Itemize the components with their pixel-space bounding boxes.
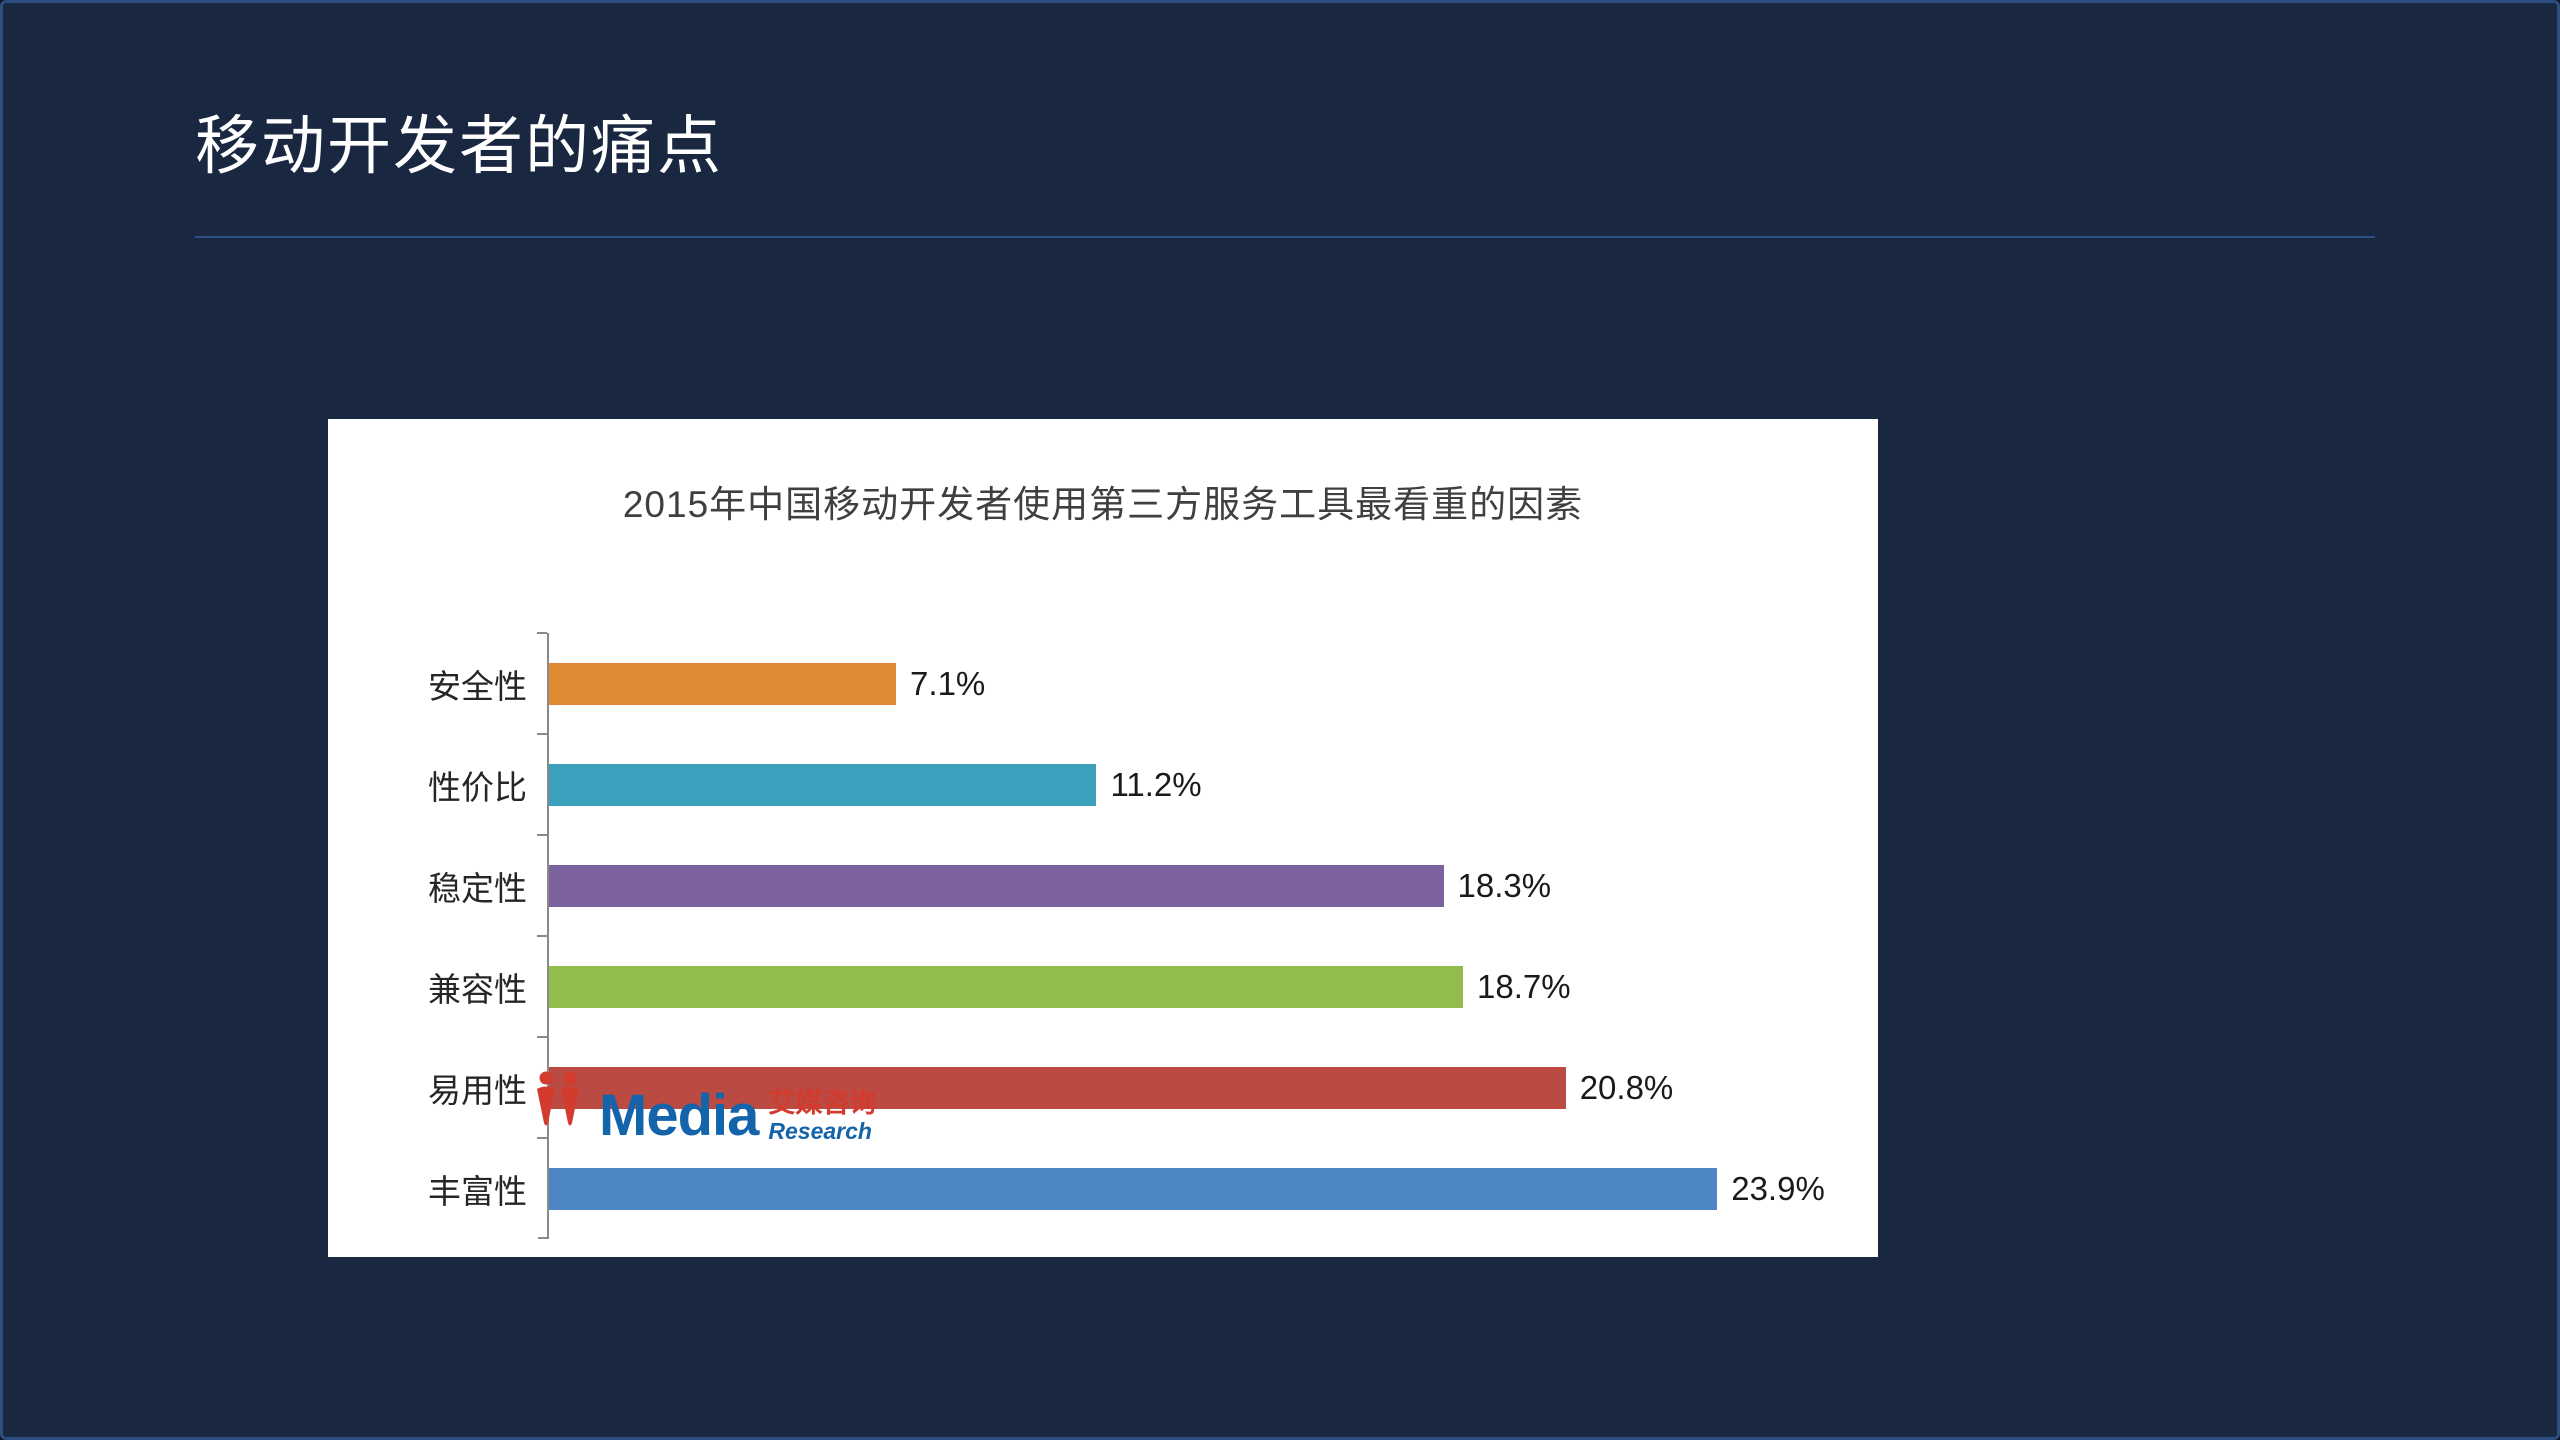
- bar-track: 18.7%: [537, 935, 1838, 1037]
- logo-media-text: Media: [599, 1083, 759, 1148]
- bar: [549, 1066, 1566, 1109]
- value-label: 20.8%: [1579, 1068, 1674, 1106]
- bar-row: 丰富性 23.9%: [328, 1137, 1838, 1239]
- bar-row: 兼容性 18.7%: [328, 935, 1838, 1037]
- imedia-logo-mark-icon: [537, 1071, 579, 1126]
- bar: [549, 864, 1444, 907]
- bar: [549, 662, 897, 705]
- imedia-logo: Media 艾媒咨询 Research: [533, 1069, 876, 1145]
- bar: [549, 763, 1097, 806]
- chart-panel: 2015年中国移动开发者使用第三方服务工具最看重的因素 安全性 7.1% 性价比 11…: [328, 419, 1878, 1257]
- bar-row: 性价比 11.2%: [328, 733, 1838, 835]
- bar: [549, 965, 1464, 1008]
- chart-title: 2015年中国移动开发者使用第三方服务工具最看重的因素: [622, 484, 1584, 525]
- category-label: 兼容性: [428, 970, 527, 1008]
- bar-track: 11.2%: [537, 733, 1838, 835]
- bar-track: 18.3%: [537, 834, 1838, 936]
- category-label: 易用性: [428, 1071, 527, 1109]
- category-label: 丰富性: [428, 1172, 527, 1210]
- value-label: 7.1%: [910, 664, 986, 702]
- category-label: 安全性: [428, 667, 527, 705]
- bar-row: 易用性 20.8%: [328, 1036, 1838, 1138]
- bar-track: 23.9%: [537, 1137, 1838, 1239]
- bar-row: 稳定性 18.3%: [328, 834, 1838, 936]
- bar-track: 7.1%: [537, 632, 1838, 734]
- logo-right-stack: 艾媒咨询 Research: [768, 1090, 876, 1143]
- logo-research-text: Research: [768, 1118, 872, 1144]
- value-label: 18.3%: [1457, 866, 1552, 904]
- bar: [549, 1167, 1718, 1210]
- slide-title: 移动开发者的痛点: [195, 110, 723, 182]
- category-label: 稳定性: [428, 869, 527, 907]
- bar-track: 20.8%: [537, 1036, 1838, 1138]
- category-label: 性价比: [428, 768, 527, 806]
- logo-cn-text: 艾媒咨询: [768, 1088, 877, 1118]
- value-label: 23.9%: [1731, 1169, 1825, 1207]
- title-divider: [195, 236, 2375, 238]
- value-label: 11.2%: [1110, 765, 1202, 803]
- bar-chart: 安全性 7.1% 性价比 11.2% 稳定性 18.3% 兼容性 18.7% 易用性 20.8% 丰…: [328, 632, 1838, 1239]
- value-label: 18.7%: [1477, 967, 1571, 1005]
- bar-row: 安全性 7.1%: [328, 632, 1838, 734]
